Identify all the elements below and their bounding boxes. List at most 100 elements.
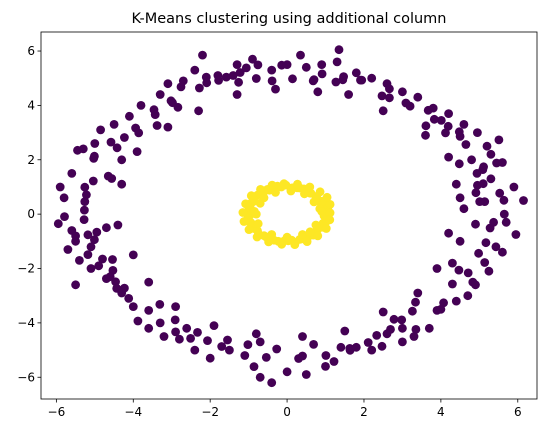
scatter-point-cluster-0 <box>451 296 461 306</box>
scatter-point-cluster-0 <box>106 137 116 147</box>
scatter-point-cluster-0 <box>163 122 173 132</box>
scatter-point-cluster-0 <box>498 158 507 167</box>
scatter-point-cluster-0 <box>356 75 365 85</box>
scatter-point-cluster-0 <box>298 332 307 341</box>
scatter-point-cluster-1 <box>241 199 251 209</box>
scatter-point-cluster-0 <box>96 125 105 135</box>
scatter-point-cluster-0 <box>201 72 211 82</box>
scatter-point-cluster-0 <box>401 98 411 108</box>
scatter-point-cluster-1 <box>300 189 309 199</box>
scatter-point-cluster-0 <box>232 90 242 99</box>
scatter-point-cluster-1 <box>305 227 315 237</box>
scatter-point-cluster-0 <box>363 338 373 347</box>
scatter-point-cluster-0 <box>75 256 84 265</box>
scatter-point-cluster-0 <box>271 84 280 94</box>
scatter-point-cluster-0 <box>190 345 200 355</box>
scatter-point-cluster-0 <box>120 133 129 142</box>
scatter-point-cluster-0 <box>377 91 387 101</box>
scatter-point-cluster-0 <box>334 45 344 55</box>
scatter-point-cluster-0 <box>94 261 104 271</box>
scatter-point-cluster-0 <box>80 182 90 192</box>
scatter-point-cluster-0 <box>428 103 438 113</box>
scatter-point-cluster-0 <box>382 79 392 89</box>
scatter-point-cluster-0 <box>463 268 473 278</box>
scatter-point-cluster-0 <box>486 174 496 184</box>
scatter-point-cluster-0 <box>367 345 377 355</box>
x-tick-label: 0 <box>283 405 291 419</box>
scatter-point-cluster-0 <box>475 197 485 207</box>
scatter-point-cluster-0 <box>389 314 399 324</box>
scatter-point-cluster-0 <box>109 120 119 129</box>
scatter-point-cluster-0 <box>499 209 509 219</box>
scatter-point-cluster-0 <box>409 332 419 341</box>
scatter-point-cluster-0 <box>83 250 93 259</box>
scatter-point-cluster-0 <box>321 362 330 371</box>
scatter-point-cluster-0 <box>451 179 461 189</box>
points-layer <box>53 45 528 388</box>
y-tick-label: −2 <box>17 262 35 276</box>
scatter-point-cluster-1 <box>246 191 256 201</box>
x-tick-label: −6 <box>48 405 66 419</box>
scatter-point-cluster-1 <box>279 179 289 189</box>
scatter-point-cluster-0 <box>240 351 250 360</box>
scatter-point-cluster-0 <box>444 109 453 118</box>
scatter-point-cluster-0 <box>193 328 202 337</box>
scatter-point-cluster-0 <box>459 204 469 214</box>
scatter-point-cluster-0 <box>448 258 457 268</box>
scatter-point-cluster-0 <box>117 288 127 298</box>
scatter-point-cluster-0 <box>486 149 496 159</box>
scatter-point-cluster-0 <box>241 63 251 73</box>
scatter-point-cluster-0 <box>166 96 176 106</box>
scatter-point-cluster-0 <box>441 128 450 138</box>
scatter-point-cluster-0 <box>397 315 407 325</box>
scatter-point-cluster-0 <box>55 182 65 192</box>
scatter-point-cluster-0 <box>454 159 464 169</box>
scatter-point-cluster-0 <box>413 288 423 298</box>
scatter-point-cluster-0 <box>112 143 122 153</box>
scatter-point-cluster-0 <box>71 280 80 290</box>
scatter-point-cluster-0 <box>223 335 232 345</box>
scatter-point-cluster-0 <box>448 279 457 289</box>
scatter-point-cluster-0 <box>53 219 63 229</box>
scatter-point-cluster-0 <box>471 188 481 198</box>
x-tick-label: 2 <box>360 405 368 419</box>
scatter-point-cluster-0 <box>144 306 154 315</box>
scatter-point-cluster-0 <box>117 155 127 165</box>
chart-title: K-Means clustering using additional colu… <box>131 11 446 27</box>
scatter-point-cluster-0 <box>272 344 282 354</box>
scatter-point-cluster-1 <box>252 232 262 242</box>
x-tick-label: −2 <box>201 405 219 419</box>
scatter-point-cluster-0 <box>90 139 100 148</box>
scatter-point-cluster-0 <box>71 231 80 241</box>
scatter-point-cluster-0 <box>128 302 138 311</box>
scatter-point-cluster-0 <box>329 357 339 366</box>
scatter-point-cluster-0 <box>88 176 98 186</box>
scatter-point-cluster-0 <box>255 337 265 347</box>
scatter-point-cluster-0 <box>173 102 183 112</box>
scatter-point-cluster-0 <box>134 128 144 138</box>
scatter-point-cluster-0 <box>251 329 261 339</box>
scatter-point-cluster-0 <box>105 272 115 282</box>
scatter-point-cluster-0 <box>398 337 407 347</box>
scatter-point-cluster-0 <box>186 334 196 343</box>
scatter-point-cluster-0 <box>463 291 473 301</box>
scatter-point-cluster-1 <box>256 185 265 194</box>
scatter-point-cluster-0 <box>455 193 465 203</box>
scatter-point-cluster-0 <box>217 342 227 351</box>
scatter-point-cluster-0 <box>378 307 388 317</box>
scatter-point-cluster-0 <box>243 340 253 349</box>
scatter-point-cluster-0 <box>480 258 490 267</box>
scatter-point-cluster-0 <box>481 238 491 248</box>
scatter-point-cluster-0 <box>421 130 430 140</box>
scatter-point-cluster-1 <box>322 192 332 202</box>
scatter-point-cluster-0 <box>155 318 165 328</box>
scatter-point-cluster-0 <box>491 242 501 252</box>
scatter-point-cluster-0 <box>413 92 423 102</box>
scatter-point-cluster-0 <box>209 321 219 330</box>
scatter-point-cluster-0 <box>213 71 223 80</box>
scatter-point-cluster-0 <box>338 75 348 85</box>
scatter-point-cluster-0 <box>144 323 154 333</box>
y-tick-label: 4 <box>27 98 35 112</box>
scatter-point-cluster-0 <box>155 300 165 309</box>
scatter-point-cluster-0 <box>152 121 162 130</box>
